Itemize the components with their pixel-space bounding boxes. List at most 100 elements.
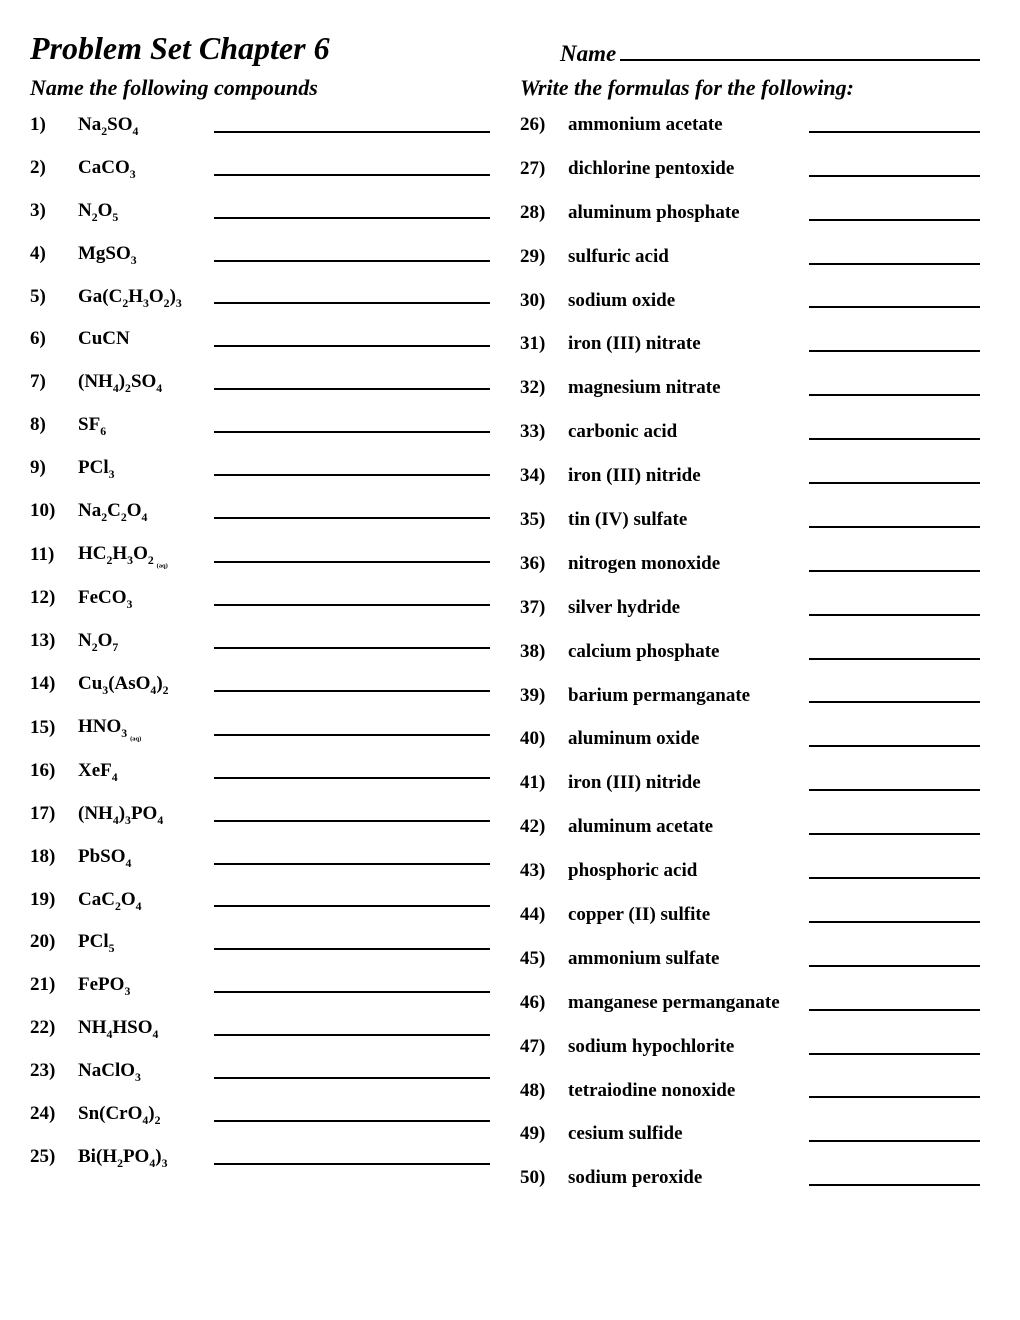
compound-name: sodium hypochlorite <box>568 1037 803 1058</box>
answer-blank-line[interactable] <box>214 517 490 519</box>
answer-blank-line[interactable] <box>809 1184 980 1186</box>
answer-blank-line[interactable] <box>809 219 980 221</box>
left-column: Name the following compounds 1)Na2SO42)C… <box>30 75 490 1212</box>
answer-blank-line[interactable] <box>214 217 490 219</box>
item-number: 42) <box>520 817 568 838</box>
answer-blank-line[interactable] <box>214 388 490 390</box>
answer-blank-line[interactable] <box>809 921 980 923</box>
answer-blank-line[interactable] <box>809 789 980 791</box>
compound-name: sodium oxide <box>568 291 803 312</box>
answer-blank-line[interactable] <box>809 350 980 352</box>
list-item: 37)silver hydride <box>520 598 980 619</box>
list-item: 30)sodium oxide <box>520 291 980 312</box>
answer-blank-line[interactable] <box>809 701 980 703</box>
compound-name: iron (III) nitrate <box>568 334 803 355</box>
chemical-formula: CaC2O4 <box>78 890 208 911</box>
answer-blank-line[interactable] <box>809 526 980 528</box>
compound-name: nitrogen monoxide <box>568 554 803 575</box>
answer-blank-line[interactable] <box>809 965 980 967</box>
answer-blank-line[interactable] <box>809 614 980 616</box>
item-number: 36) <box>520 554 568 575</box>
list-item: 36)nitrogen monoxide <box>520 554 980 575</box>
list-item: 4)MgSO3 <box>30 244 490 265</box>
list-item: 18)PbSO4 <box>30 847 490 868</box>
answer-blank-line[interactable] <box>214 260 490 262</box>
chemical-formula: NaClO3 <box>78 1061 208 1082</box>
answer-blank-line[interactable] <box>214 905 490 907</box>
answer-blank-line[interactable] <box>214 690 490 692</box>
answer-blank-line[interactable] <box>214 820 490 822</box>
item-number: 41) <box>520 773 568 794</box>
item-number: 37) <box>520 598 568 619</box>
compound-name: aluminum oxide <box>568 729 803 750</box>
answer-blank-line[interactable] <box>214 131 490 133</box>
item-number: 14) <box>30 674 78 695</box>
answer-blank-line[interactable] <box>809 833 980 835</box>
compound-name: dichlorine pentoxide <box>568 159 803 180</box>
item-number: 26) <box>520 115 568 136</box>
list-item: 14)Cu3(AsO4)2 <box>30 674 490 695</box>
item-number: 6) <box>30 329 78 350</box>
answer-blank-line[interactable] <box>214 1034 490 1036</box>
answer-blank-line[interactable] <box>809 175 980 177</box>
answer-blank-line[interactable] <box>809 1009 980 1011</box>
compound-name: ammonium acetate <box>568 115 803 136</box>
chemical-formula: MgSO3 <box>78 244 208 265</box>
item-number: 20) <box>30 932 78 953</box>
compound-name: iron (III) nitride <box>568 773 803 794</box>
answer-blank-line[interactable] <box>214 777 490 779</box>
answer-blank-line[interactable] <box>214 1163 490 1165</box>
answer-blank-line[interactable] <box>809 877 980 879</box>
item-number: 50) <box>520 1168 568 1189</box>
answer-blank-line[interactable] <box>809 306 980 308</box>
name-blank-line[interactable] <box>620 59 980 61</box>
answer-blank-line[interactable] <box>809 438 980 440</box>
answer-blank-line[interactable] <box>809 1096 980 1098</box>
answer-blank-line[interactable] <box>809 482 980 484</box>
answer-blank-line[interactable] <box>214 1077 490 1079</box>
answer-blank-line[interactable] <box>809 570 980 572</box>
list-item: 32)magnesium nitrate <box>520 378 980 399</box>
list-item: 40)aluminum oxide <box>520 729 980 750</box>
compound-name: carbonic acid <box>568 422 803 443</box>
answer-blank-line[interactable] <box>214 174 490 176</box>
answer-blank-line[interactable] <box>214 734 490 736</box>
answer-blank-line[interactable] <box>809 658 980 660</box>
answer-blank-line[interactable] <box>214 604 490 606</box>
answer-blank-line[interactable] <box>214 948 490 950</box>
chemical-formula: Sn(CrO4)2 <box>78 1104 208 1125</box>
item-number: 47) <box>520 1037 568 1058</box>
list-item: 25)Bi(H2PO4)3 <box>30 1147 490 1168</box>
answer-blank-line[interactable] <box>214 561 490 563</box>
answer-blank-line[interactable] <box>809 1053 980 1055</box>
answer-blank-line[interactable] <box>214 474 490 476</box>
item-number: 49) <box>520 1124 568 1145</box>
answer-blank-line[interactable] <box>214 345 490 347</box>
list-item: 20)PCl5 <box>30 932 490 953</box>
answer-blank-line[interactable] <box>214 1120 490 1122</box>
item-number: 21) <box>30 975 78 996</box>
answer-blank-line[interactable] <box>809 131 980 133</box>
compound-name: iron (III) nitride <box>568 466 803 487</box>
answer-blank-line[interactable] <box>809 745 980 747</box>
answer-blank-line[interactable] <box>809 263 980 265</box>
item-number: 9) <box>30 458 78 479</box>
answer-blank-line[interactable] <box>214 647 490 649</box>
answer-blank-line[interactable] <box>214 431 490 433</box>
list-item: 49)cesium sulfide <box>520 1124 980 1145</box>
item-number: 44) <box>520 905 568 926</box>
answer-blank-line[interactable] <box>809 394 980 396</box>
list-item: 3)N2O5 <box>30 201 490 222</box>
list-item: 8)SF6 <box>30 415 490 436</box>
list-item: 10)Na2C2O4 <box>30 501 490 522</box>
list-item: 24)Sn(CrO4)2 <box>30 1104 490 1125</box>
list-item: 1)Na2SO4 <box>30 115 490 136</box>
answer-blank-line[interactable] <box>214 302 490 304</box>
answer-blank-line[interactable] <box>214 863 490 865</box>
list-item: 22)NH4HSO4 <box>30 1018 490 1039</box>
item-number: 38) <box>520 642 568 663</box>
item-number: 17) <box>30 804 78 825</box>
answer-blank-line[interactable] <box>214 991 490 993</box>
item-number: 12) <box>30 588 78 609</box>
answer-blank-line[interactable] <box>809 1140 980 1142</box>
